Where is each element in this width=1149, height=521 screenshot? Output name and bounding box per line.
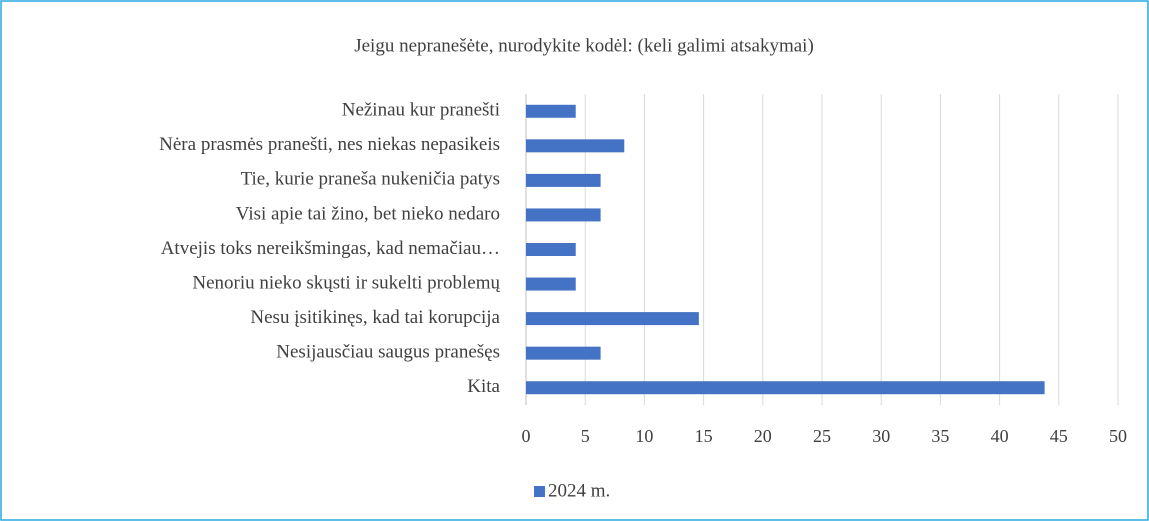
bar (526, 208, 601, 222)
bar (526, 104, 576, 118)
x-tick-label: 40 (991, 426, 1009, 446)
x-tick-label: 35 (931, 426, 949, 446)
bar (526, 381, 1045, 395)
legend-swatch (534, 486, 545, 497)
x-tick-label: 45 (1050, 426, 1068, 446)
legend-label: 2024 m. (548, 480, 610, 501)
bar (526, 277, 576, 291)
y-tick-label: Kita (467, 376, 500, 397)
x-tick-label: 15 (695, 426, 713, 446)
y-tick-label: Nesijausčiau saugus pranešęs (276, 342, 500, 363)
y-tick-label: Atvejis toks nereikšmingas, kad nemačiau… (161, 238, 500, 259)
x-tick-label: 30 (872, 426, 890, 446)
y-tick-label: Nežinau kur pranešti (342, 100, 500, 121)
bar (526, 312, 699, 326)
y-tick-label: Nenoriu nieko skųsti ir sukelti problemų (192, 272, 500, 293)
y-tick-label: Nesu įsitikinęs, kad tai korupcija (250, 307, 500, 328)
x-tick-label: 0 (522, 426, 531, 446)
x-tick-label: 5 (581, 426, 590, 446)
x-tick-label: 50 (1109, 426, 1127, 446)
x-tick-label: 20 (754, 426, 772, 446)
bar (526, 346, 601, 360)
x-tick-label: 25 (813, 426, 831, 446)
bar (526, 173, 601, 187)
y-tick-label: Nėra prasmės pranešti, nes niekas nepasi… (159, 134, 500, 155)
x-tick-label: 10 (635, 426, 653, 446)
chart-title: Jeigu nepranešėte, nurodykite kodėl: (ke… (354, 35, 814, 56)
bar (526, 243, 576, 256)
bar (526, 139, 625, 153)
y-tick-label: Visi apie tai žino, bet nieko nedaro (236, 203, 500, 224)
y-tick-label: Tie, kurie praneša nukeničia patys (241, 169, 500, 190)
